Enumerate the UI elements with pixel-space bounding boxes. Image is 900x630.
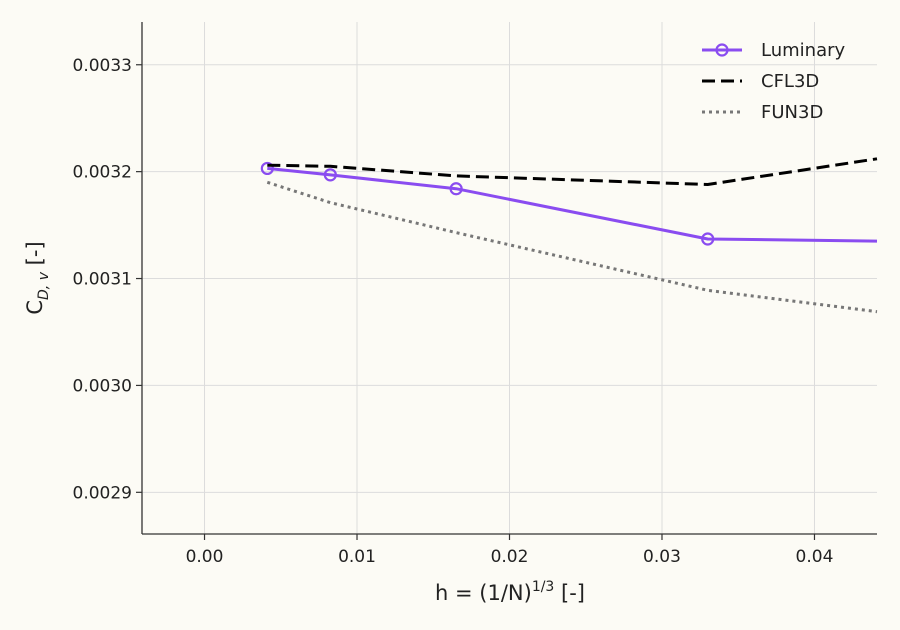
series-line: [266, 180, 878, 314]
data-point: [260, 161, 274, 176]
data-point: [323, 168, 337, 182]
x-tick-label: 0.02: [491, 547, 529, 567]
series-line: [267, 157, 878, 186]
x-tick-label: 0.04: [796, 547, 834, 567]
y-tick-label: 0.0030: [73, 376, 132, 396]
series-cfl3d: [267, 157, 878, 186]
y-axis-label-sub: D, v: [36, 271, 52, 300]
x-tick-label: 0.00: [186, 547, 224, 567]
axes: [136, 22, 877, 540]
series-luminary: [260, 161, 878, 246]
series-line: [267, 166, 878, 243]
y-tick-label: 0.0032: [73, 163, 132, 183]
y-axis-label-suffix: [-]: [23, 241, 47, 272]
grid: [142, 22, 877, 534]
x-axis-label-sup: 1/3: [532, 579, 555, 595]
y-axis-label: CD, v [-]: [23, 241, 52, 314]
series-layer: [260, 157, 878, 314]
tick-labels: 0.00 0.01 0.02 0.03 0.04 0.0029 0.0030 0.0031 0.…: [73, 56, 834, 567]
legend-marker: [715, 43, 729, 57]
y-tick-label: 0.0033: [73, 56, 132, 76]
x-axis-label: h = (1/N)1/3 [-]: [435, 579, 585, 605]
data-point: [449, 182, 463, 196]
legend-item-cfl3d: CFL3D: [702, 71, 819, 92]
x-tick-label: 0.03: [643, 547, 681, 567]
legend: Luminary CFL3D FUN3D: [702, 40, 845, 123]
y-tick-label: 0.0029: [73, 483, 132, 503]
data-point: [701, 232, 715, 246]
legend-item-fun3d: FUN3D: [702, 102, 823, 123]
series-fun3d: [266, 180, 878, 314]
y-tick-label: 0.0031: [73, 270, 132, 290]
x-axis-label-suffix: [-]: [554, 581, 585, 605]
x-tick-label: 0.01: [338, 547, 376, 567]
legend-label: Luminary: [761, 40, 845, 61]
legend-item-luminary: Luminary: [702, 40, 845, 61]
legend-label: CFL3D: [761, 71, 819, 92]
legend-label: FUN3D: [761, 102, 823, 123]
